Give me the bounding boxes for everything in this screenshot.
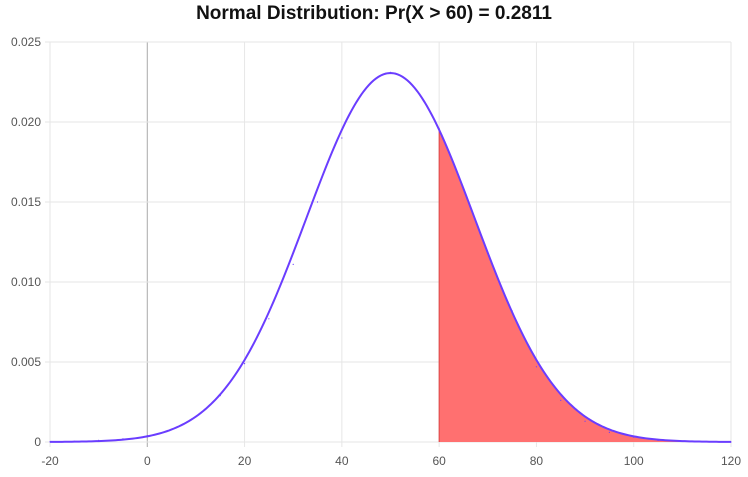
density-point [73,440,75,442]
density-point [584,420,586,422]
density-point [487,252,489,254]
density-point [292,263,294,265]
density-point [268,318,270,320]
density-point [122,438,124,440]
density-point [195,415,197,417]
x-tick-label: 0 [144,454,151,468]
x-tick-label: 100 [624,454,644,468]
x-tick-label: 120 [721,454,741,468]
density-point [365,87,367,89]
x-tick-label: 80 [530,454,544,468]
y-tick-label: 0.020 [11,115,41,129]
grid-layer [45,41,732,447]
density-point [657,439,659,441]
x-tick-label: 20 [238,454,252,468]
y-tick-label: 0 [34,435,41,449]
density-point [511,310,513,312]
density-point [98,439,100,441]
density-point [219,395,221,397]
density-point [316,201,319,203]
density-curve-line [49,72,732,443]
density-point [146,435,148,437]
density-point [706,441,708,443]
y-tick-label: 0.005 [11,355,41,369]
density-point [49,441,51,443]
axis-layer: -20 0 20 40 60 80 100 12000.0050.0100.0150.0200… [11,35,741,468]
density-point [438,127,440,129]
density-point [608,431,610,433]
y-tick-label: 0.015 [11,195,41,209]
x-tick-label: 60 [432,454,446,468]
density-point [171,428,173,430]
density-point [560,399,562,401]
density-point [341,137,343,139]
density-point [535,366,538,368]
y-tick-label: 0.010 [11,275,41,289]
line-layer [49,71,732,443]
density-point [730,441,732,443]
y-tick-label: 0.025 [11,35,41,49]
chart-title: Normal Distribution: Pr(X > 60) = 0.2811 [196,3,552,24]
density-point [633,436,635,438]
density-point [243,363,246,365]
density-point [462,188,465,190]
density-point [389,71,392,73]
density-point [414,87,416,89]
x-tick-label: -20 [41,454,59,468]
shaded-tail-area [439,129,731,443]
x-tick-label: 40 [335,454,349,468]
density-point [681,440,683,442]
area-layer [438,129,731,443]
